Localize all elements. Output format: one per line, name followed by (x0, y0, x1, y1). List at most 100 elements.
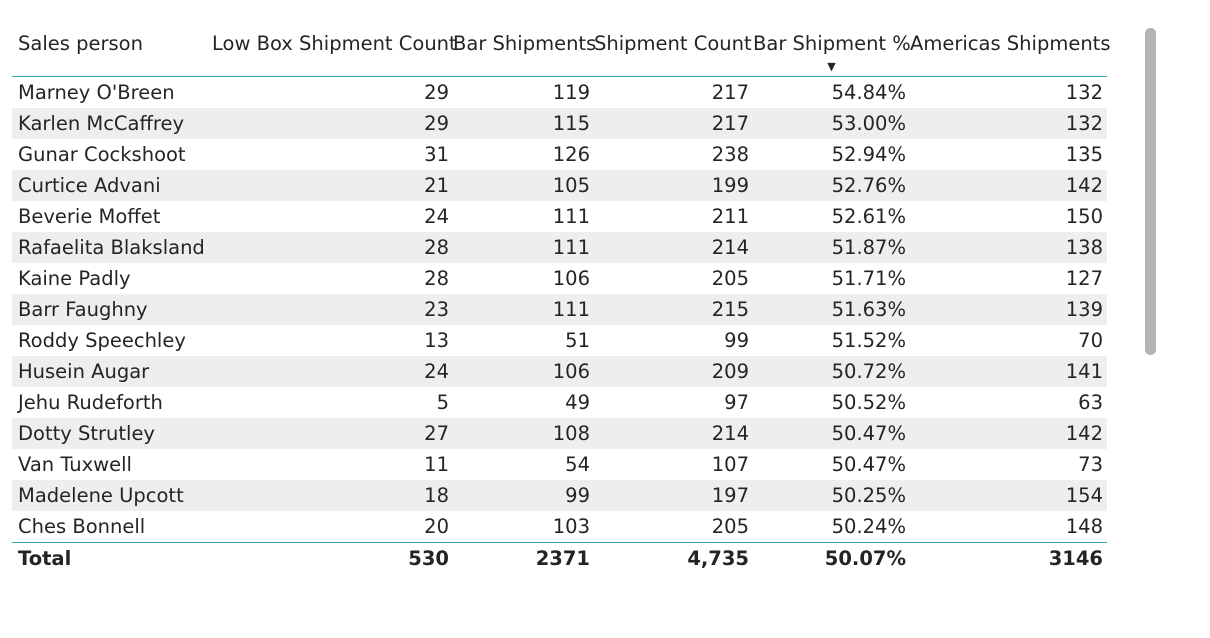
bar-shipments-cell: 103 (552, 515, 590, 538)
bar-shipments-cell: 51 (565, 329, 590, 352)
table-row[interactable]: Husein Augar 24 106 209 50.72% 141 (12, 356, 1107, 387)
table-row[interactable]: Marney O'Breen 29 119 217 54.84% 132 (12, 77, 1107, 109)
sales-person-cell: Marney O'Breen (18, 81, 175, 104)
sales-person-cell: Madelene Upcott (12, 480, 212, 511)
bar-shipment-pct-cell: 51.52% (831, 329, 906, 352)
shipment-count-cell: 205 (711, 515, 749, 538)
bar-shipments-cell: 105 (453, 170, 594, 201)
low-box-count-cell: 29 (424, 81, 449, 104)
shipment-count-cell: 215 (594, 294, 753, 325)
data-table: Sales person Low Box Shipment Count Bar … (12, 28, 1110, 574)
sales-person-cell: Roddy Speechley (18, 329, 186, 352)
total-cell: 50.07% (753, 542, 910, 574)
bar-shipments-cell: 54 (565, 453, 590, 476)
header-row: Sales person Low Box Shipment Count Bar … (12, 28, 1110, 77)
bar-shipment-pct-cell: 50.52% (831, 391, 906, 414)
shipment-count-cell: 217 (594, 108, 753, 139)
table-row[interactable]: Gunar Cockshoot 31 126 238 52.94% 135 (12, 139, 1107, 170)
shipment-count-cell: 211 (711, 205, 749, 228)
sort-descending-icon: ▼ (827, 60, 836, 73)
table-row[interactable]: Kaine Padly 28 106 205 51.71% 127 (12, 263, 1107, 294)
bar-shipments-cell: 111 (453, 294, 594, 325)
column-header-bar-shipments[interactable]: Bar Shipments (453, 28, 596, 77)
table-row[interactable]: Beverie Moffet 24 111 211 52.61% 150 (12, 201, 1107, 232)
bar-shipment-pct-cell: 53.00% (753, 108, 910, 139)
total-cell: 530 (212, 542, 453, 574)
sales-person-cell: Barr Faughny (12, 294, 212, 325)
table-row[interactable]: Curtice Advani 21 105 199 52.76% 142 (12, 170, 1107, 201)
shipment-count-cell: 214 (594, 418, 753, 449)
americas-shipments-cell: 73 (1078, 453, 1103, 476)
bar-shipment-pct-cell: 50.47% (753, 418, 910, 449)
shipment-count-cell: 214 (594, 232, 753, 263)
low-box-count-cell: 28 (212, 232, 453, 263)
americas-shipments-cell: 142 (910, 170, 1107, 201)
bar-shipment-pct-cell: 50.25% (753, 480, 910, 511)
total-cell: 2371 (453, 542, 594, 574)
bar-shipments-cell: 106 (552, 267, 590, 290)
americas-shipments-cell: 150 (1065, 205, 1103, 228)
bar-shipments-cell: 126 (552, 143, 590, 166)
column-header-low-box-shipment-count[interactable]: Low Box Shipment Count (212, 28, 457, 77)
low-box-count-cell: 29 (212, 108, 453, 139)
bar-shipments-cell: 115 (453, 108, 594, 139)
sales-person-cell: Gunar Cockshoot (18, 143, 186, 166)
americas-shipments-cell: 154 (910, 480, 1107, 511)
table-row[interactable]: Karlen McCaffrey 29 115 217 53.00% 132 (12, 108, 1107, 139)
americas-shipments-cell: 141 (910, 356, 1107, 387)
bar-shipment-pct-cell: 50.72% (753, 356, 910, 387)
bar-shipments-cell: 111 (453, 232, 594, 263)
table-footer: Total 530 2371 4,735 50.07% 3146 (12, 542, 1107, 574)
bar-shipment-pct-cell: 52.61% (831, 205, 906, 228)
table-row[interactable]: Madelene Upcott 18 99 197 50.25% 154 (12, 480, 1107, 511)
table-row[interactable]: Jehu Rudeforth 5 49 97 50.52% 63 (12, 387, 1107, 418)
sales-person-cell: Beverie Moffet (18, 205, 161, 228)
low-box-count-cell: 28 (424, 267, 449, 290)
bar-shipment-pct-cell: 51.87% (753, 232, 910, 263)
shipment-count-cell: 107 (711, 453, 749, 476)
sales-person-cell: Karlen McCaffrey (12, 108, 212, 139)
column-header-bar-shipment-pct[interactable]: Bar Shipment % ▼ (753, 28, 911, 77)
bar-shipments-cell: 108 (453, 418, 594, 449)
sales-person-cell: Rafaelita Blaksland (12, 232, 212, 263)
column-header-sales-person[interactable]: Sales person (12, 28, 212, 77)
sales-person-cell: Ches Bonnell (18, 515, 146, 538)
low-box-count-cell: 27 (212, 418, 453, 449)
sales-person-cell: Kaine Padly (18, 267, 131, 290)
vertical-scrollbar[interactable] (1145, 28, 1156, 355)
table-row[interactable]: Van Tuxwell 11 54 107 50.47% 73 (12, 449, 1107, 480)
table-row[interactable]: Rafaelita Blaksland 28 111 214 51.87% 138 (12, 232, 1107, 263)
low-box-count-cell: 20 (424, 515, 449, 538)
low-box-count-cell: 13 (424, 329, 449, 352)
low-box-count-cell: 11 (424, 453, 449, 476)
bar-shipment-pct-cell: 52.94% (831, 143, 906, 166)
shipment-count-cell: 199 (594, 170, 753, 201)
low-box-count-cell: 18 (212, 480, 453, 511)
total-cell: 3146 (910, 542, 1107, 574)
low-box-count-cell: 24 (212, 356, 453, 387)
low-box-count-cell: 31 (424, 143, 449, 166)
shipment-count-cell: 217 (711, 81, 749, 104)
shipment-count-cell: 205 (711, 267, 749, 290)
bar-shipments-cell: 99 (453, 480, 594, 511)
table-row[interactable]: Ches Bonnell 20 103 205 50.24% 148 (12, 511, 1107, 543)
table-row[interactable]: Dotty Strutley 27 108 214 50.47% 142 (12, 418, 1107, 449)
low-box-count-cell: 23 (212, 294, 453, 325)
total-cell: 4,735 (594, 542, 753, 574)
bar-shipment-pct-cell: 52.76% (753, 170, 910, 201)
americas-shipments-cell: 139 (910, 294, 1107, 325)
low-box-count-cell: 21 (212, 170, 453, 201)
bar-shipment-pct-cell: 50.47% (831, 453, 906, 476)
shipment-count-cell: 209 (594, 356, 753, 387)
table-row[interactable]: Roddy Speechley 13 51 99 51.52% 70 (12, 325, 1107, 356)
bar-shipments-cell: 119 (552, 81, 590, 104)
table-header: Sales person Low Box Shipment Count Bar … (12, 28, 1110, 77)
americas-shipments-cell: 127 (1065, 267, 1103, 290)
table-row[interactable]: Barr Faughny 23 111 215 51.63% 139 (12, 294, 1107, 325)
table-body: Marney O'Breen 29 119 217 54.84% 132 Karlen Mc… (12, 77, 1107, 543)
sales-person-cell: Dotty Strutley (12, 418, 212, 449)
low-box-count-cell: 5 (436, 391, 449, 414)
column-header-americas-shipments[interactable]: Americas Shipments (910, 28, 1110, 77)
column-header-shipment-count[interactable]: Shipment Count (594, 28, 753, 77)
